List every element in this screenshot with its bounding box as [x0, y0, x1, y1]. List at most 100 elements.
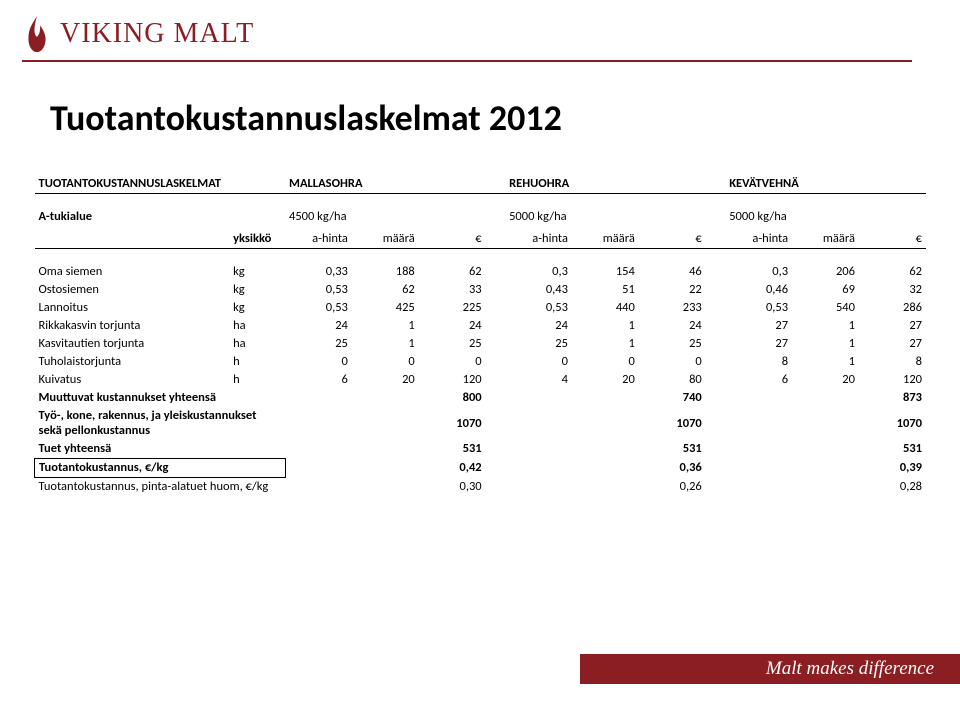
cell: 0 [505, 353, 572, 371]
cost-table: TUOTANTOKUSTANNUSLASKELMAT MALLASOHRA RE… [34, 174, 926, 496]
cell: 0,53 [285, 281, 352, 299]
cell: 120 [419, 371, 486, 389]
cell: 20 [352, 371, 419, 389]
summary-val: 0,36 [639, 458, 706, 477]
row-unit: kg [229, 263, 285, 281]
table-row: Ostosiemenkg0,5362330,4351220,466932 [35, 281, 927, 299]
summary-val: 800 [419, 389, 486, 407]
subcol: määrä [792, 225, 859, 249]
group-1: MALLASOHRA [285, 174, 486, 193]
group-3: KEVÄTVEHNÄ [725, 174, 926, 193]
cell: 24 [285, 317, 352, 335]
cell: 1 [792, 317, 859, 335]
summary-label: Tuotantokustannus, €/kg [35, 458, 286, 477]
cell: 27 [859, 335, 926, 353]
table-row: Tuholaistorjuntah000000818 [35, 353, 927, 371]
cell: 0,53 [505, 299, 572, 317]
brand-underline [22, 60, 912, 62]
cell: 206 [792, 263, 859, 281]
cell: 0,53 [725, 299, 792, 317]
cell: 80 [639, 371, 706, 389]
cell: 154 [572, 263, 639, 281]
cost-table-container: TUOTANTOKUSTANNUSLASKELMAT MALLASOHRA RE… [34, 174, 926, 496]
summary-val: 531 [859, 440, 926, 459]
header-row-groups: TUOTANTOKUSTANNUSLASKELMAT MALLASOHRA RE… [35, 174, 927, 193]
cell: 6 [285, 371, 352, 389]
cell: 1 [792, 353, 859, 371]
cell: 440 [572, 299, 639, 317]
summary-val: 531 [419, 440, 486, 459]
cell: 0,33 [285, 263, 352, 281]
cell: 25 [505, 335, 572, 353]
table-row: Lannoituskg0,534252250,534402330,5354028… [35, 299, 927, 317]
cell: 0 [572, 353, 639, 371]
group-2: REHUOHRA [505, 174, 706, 193]
cell: 33 [419, 281, 486, 299]
region-label: A-tukialue [35, 207, 230, 225]
table-row: Rikkakasvin torjuntaha241242412427127 [35, 317, 927, 335]
summary-row: Tuet yhteensä 531 531 531 [35, 440, 927, 459]
cell: 120 [859, 371, 926, 389]
brand-logo: VIKING MALT [22, 14, 254, 54]
subcol: a-hinta [725, 225, 792, 249]
cell: 20 [572, 371, 639, 389]
row-label: Ostosiemen [35, 281, 230, 299]
cell: 0 [639, 353, 706, 371]
summary-val: 1070 [859, 407, 926, 440]
subcol: € [419, 225, 486, 249]
summary-val: 531 [639, 440, 706, 459]
cell: 62 [419, 263, 486, 281]
summary-row: Muuttuvat kustannukset yhteensä800740873 [35, 389, 927, 407]
cell: 188 [352, 263, 419, 281]
row-unit: kg [229, 281, 285, 299]
cell: 27 [725, 317, 792, 335]
cell: 25 [419, 335, 486, 353]
cell: 25 [285, 335, 352, 353]
cell: 32 [859, 281, 926, 299]
row-label: Rikkakasvin torjunta [35, 317, 230, 335]
cell: 4 [505, 371, 572, 389]
cell: 8 [859, 353, 926, 371]
summary-row: Tuotantokustannus, €/kg0,420,360,39 [35, 458, 927, 477]
table-row: Oma siemenkg0,33188620,3154460,320662 [35, 263, 927, 281]
cell: 0,53 [285, 299, 352, 317]
cell: 62 [859, 263, 926, 281]
subcol: määrä [572, 225, 639, 249]
row-label: Oma siemen [35, 263, 230, 281]
cell: 286 [859, 299, 926, 317]
row-label: Tuholaistorjunta [35, 353, 230, 371]
header-row-subcols: yksikkö a-hinta määrä € a-hinta määrä € … [35, 225, 927, 249]
cell: 0 [352, 353, 419, 371]
table-label: TUOTANTOKUSTANNUSLASKELMAT [35, 174, 286, 193]
cell: 225 [419, 299, 486, 317]
row-unit: ha [229, 335, 285, 353]
summary-val: 873 [859, 389, 926, 407]
summary-row: Työ-, kone, rakennus, ja yleiskustannuks… [35, 407, 927, 440]
cell: 1 [572, 335, 639, 353]
cell: 1 [792, 335, 859, 353]
cell: 1 [352, 335, 419, 353]
cell: 6 [725, 371, 792, 389]
summary-label: Tuet yhteensä [35, 440, 286, 459]
summary-label: Tuotantokustannus, pinta-alatuet huom, €… [35, 477, 286, 496]
brand-name: VIKING MALT [60, 18, 254, 50]
summary-label: Työ-, kone, rakennus, ja yleiskustannuks… [35, 407, 286, 440]
subcol: a-hinta [285, 225, 352, 249]
cell: 20 [792, 371, 859, 389]
cell: 0,3 [725, 263, 792, 281]
unit-header: yksikkö [229, 225, 285, 249]
cell: 0 [419, 353, 486, 371]
flame-icon [22, 14, 52, 54]
cell: 1 [352, 317, 419, 335]
subcol: € [639, 225, 706, 249]
cell: 22 [639, 281, 706, 299]
subcol: a-hinta [505, 225, 572, 249]
cell: 62 [352, 281, 419, 299]
row-unit: h [229, 353, 285, 371]
row-unit: ha [229, 317, 285, 335]
row-label: Kuivatus [35, 371, 230, 389]
cell: 24 [639, 317, 706, 335]
subcol: määrä [352, 225, 419, 249]
summary-val: 0,30 [419, 477, 486, 496]
summary-val: 1070 [419, 407, 486, 440]
